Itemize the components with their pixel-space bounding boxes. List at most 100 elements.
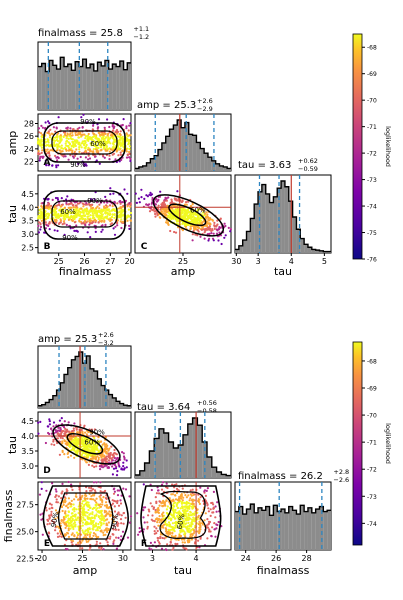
fig1-tau-vs-finalmass-point — [102, 208, 105, 211]
fig1-tau-vs-finalmass-point — [128, 227, 131, 230]
fig2-finalmass-vs-amp-point — [109, 535, 112, 538]
fig1-tau-vs-finalmass-point — [128, 215, 131, 218]
fig1-amp-vs-finalmass-point — [47, 164, 50, 167]
fig2-tau-vs-amp-point — [113, 456, 116, 460]
fig1-tau-vs-finalmass-point — [72, 206, 75, 209]
fig1-amp-vs-finalmass-point — [76, 157, 79, 160]
fig2-tau-vs-amp-point — [96, 448, 99, 452]
fig1-tau-ylabel: tau — [6, 205, 19, 223]
fig1-tau-vs-finalmass-point — [117, 216, 120, 219]
fig1-tau-vs-finalmass-point — [120, 208, 123, 212]
fig1-tau-vs-finalmass-point — [110, 215, 113, 219]
fig1-amp-vs-finalmass-point — [81, 140, 84, 143]
fig2-tau-vs-amp-point — [100, 464, 103, 467]
fig1-amp-vs-finalmass-point — [58, 149, 62, 152]
fig2-finalmass-vs-amp-point — [66, 531, 69, 534]
fig2-finalmass-hist-bar — [292, 510, 297, 550]
fig1-amp-vs-finalmass-point — [127, 129, 130, 132]
fig1-tau-vs-amp-point — [150, 208, 153, 211]
fig2-finalmass-vs-tau-point — [213, 528, 216, 531]
fig1-amp-vs-finalmass-point — [57, 145, 60, 148]
fig2-finalmass-vs-tau-point — [142, 509, 145, 512]
fig2-finalmass-vs-amp-point — [56, 535, 60, 539]
fig2-finalmass-vs-tau-point — [210, 534, 213, 538]
fig2-finalmass-vs-amp-point — [89, 512, 92, 515]
fig1-amp-vs-finalmass-point — [40, 132, 43, 135]
fig2-finalmass-vs-tau-point — [197, 500, 200, 504]
fig1-tau-vs-amp-point — [217, 228, 220, 231]
fig2-finalmass-vs-amp-point — [95, 501, 98, 504]
fig2-tau-vs-amp-point — [50, 443, 53, 446]
fig2-finalmass-vs-tau-point — [167, 517, 170, 520]
fig1-tau-vs-finalmass-point — [46, 207, 49, 210]
fig1-tau-vs-amp-point — [168, 216, 171, 219]
fig1-amp-vs-finalmass-point — [128, 145, 131, 148]
fig2-tau-axis-tick-label: 3.5 — [21, 447, 34, 456]
fig1-amp-vs-finalmass-point — [100, 142, 103, 145]
fig2-finalmass-vs-tau-point — [168, 524, 171, 527]
fig2-finalmass-vs-tau-point — [181, 541, 184, 544]
fig2-finalmass-vs-amp-point — [39, 513, 42, 516]
fig1-tau-vs-finalmass-point — [46, 198, 49, 201]
fig1-amp-vs-finalmass-point — [56, 156, 59, 159]
fig1-tau-vs-amp-point — [209, 218, 212, 221]
fig2-tau-vs-amp-point — [87, 463, 90, 466]
fig1-amp-vs-finalmass-point — [128, 150, 131, 154]
fig1-tau-title: tau = 3.63 — [238, 160, 291, 171]
fig2-tau-hist-bar — [187, 424, 193, 478]
fig1-tau-vs-finalmass-point — [88, 223, 91, 226]
fig2-tau-vs-amp-point — [58, 419, 62, 422]
fig1-amp-vs-finalmass-point — [56, 159, 59, 162]
fig2-finalmass-vs-tau-point — [189, 497, 192, 500]
fig1-tau-vs-finalmass-point — [37, 221, 41, 224]
fig2-finalmass-vs-amp-point — [67, 480, 70, 484]
fig2-tau-vs-amp-point — [111, 465, 114, 468]
fig2-finalmass-vs-amp-point — [102, 531, 105, 534]
fig1-tau-vs-amp-point — [213, 221, 216, 224]
fig2-finalmass-vs-amp-point — [71, 488, 74, 491]
fig2-finalmass-vs-tau-point — [205, 501, 208, 504]
fig2-finalmass-vs-tau-point — [151, 514, 154, 517]
fig1-amp-vs-finalmass-point — [121, 137, 125, 140]
fig2-tau-hist-bar — [149, 451, 155, 478]
fig2-finalmass-vs-amp-point — [93, 489, 97, 492]
fig1-tau-vs-finalmass-point — [104, 210, 107, 213]
fig1-tau-vs-amp-point — [185, 201, 188, 204]
fig2-tau-vs-amp-point — [50, 427, 53, 430]
fig1-tau-vs-finalmass-point — [77, 210, 80, 213]
fig2-finalmass-vs-amp-point — [106, 541, 109, 544]
fig1-tau-vs-amp-point — [212, 239, 215, 242]
fig2-finalmass-vs-amp-point — [60, 492, 63, 495]
fig1-tau-vs-amp-point — [187, 223, 190, 226]
fig1-tau-vs-finalmass-point — [56, 197, 59, 200]
fig2-finalmass-vs-tau-point — [193, 520, 196, 523]
fig2-finalmass-vs-tau-point — [146, 527, 149, 530]
fig2-tau-vs-amp-point — [96, 455, 99, 458]
fig2-finalmass-vs-amp-point — [113, 510, 117, 513]
fig2-finalmass-vs-tau-point — [206, 537, 209, 540]
fig1-amp-vs-finalmass-point — [98, 162, 101, 165]
fig2-finalmass-vs-tau-point — [160, 502, 163, 505]
fig2-finalmass-vs-tau-point — [156, 510, 159, 514]
fig2-finalmass-vs-amp-point — [77, 541, 80, 545]
fig2-colorbar-tick-label: -69 — [367, 386, 377, 393]
fig1-amp-vs-finalmass-point — [64, 155, 67, 158]
fig2-finalmass-vs-tau-point — [212, 490, 215, 493]
fig2-finalmass-vs-tau-point — [165, 528, 168, 531]
fig1-tau-vs-finalmass-point — [121, 220, 124, 223]
fig2-finalmass-vs-tau-point — [185, 506, 188, 509]
fig2-finalmass-vs-amp-point — [100, 548, 103, 551]
fig2-tau-vs-amp-point — [83, 424, 86, 427]
fig2-tau-vs-amp-point — [52, 425, 55, 428]
fig2-finalmass-vs-amp-point — [119, 499, 122, 502]
fig1-amp-bottom-axis-tick-label: 30 — [231, 257, 241, 266]
fig1-amp-hist-bar — [158, 149, 162, 171]
fig1-amp-vs-finalmass-point — [98, 141, 101, 144]
fig1-amp-vs-finalmass-contour-label: 60% — [90, 140, 106, 148]
fig1-amp-vs-finalmass-point — [94, 143, 97, 146]
fig1-tau-vs-amp-point — [134, 192, 137, 195]
fig1-tau-vs-finalmass-point — [62, 220, 65, 223]
fig2-finalmass-vs-amp-point — [95, 497, 98, 500]
fig2-finalmass-vs-amp-point — [82, 531, 85, 534]
